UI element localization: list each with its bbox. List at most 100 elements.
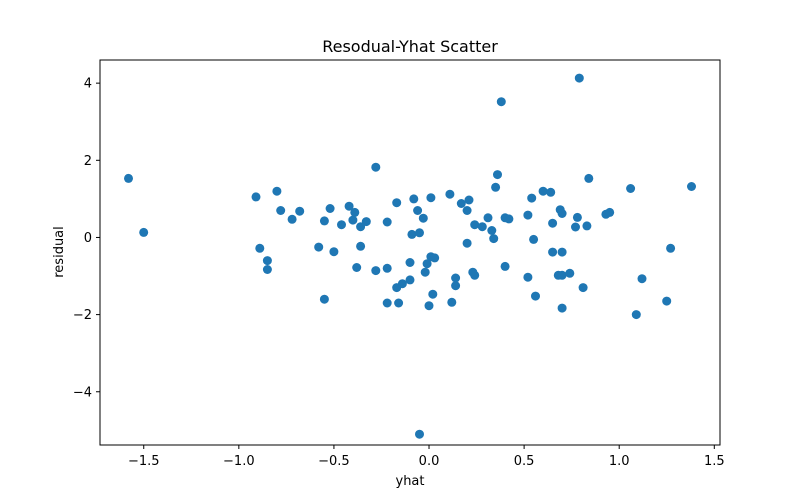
data-point — [637, 274, 647, 284]
data-point — [531, 291, 540, 301]
data-point — [418, 213, 428, 223]
data-point — [382, 217, 392, 227]
data-point — [314, 242, 324, 252]
x-axis: −1.5 −1.0 −0.5 0.0 0.5 1.0 1.5 — [128, 445, 725, 469]
data-point — [337, 220, 346, 230]
data-point — [462, 206, 472, 215]
data-point — [394, 298, 404, 308]
data-point — [456, 199, 466, 208]
data-point — [447, 297, 457, 307]
data-point — [428, 289, 438, 299]
data-point — [325, 204, 335, 213]
data-point — [382, 263, 392, 273]
x-tick-label: −0.5 — [318, 454, 350, 469]
data-point — [572, 212, 582, 222]
data-point — [491, 182, 501, 192]
data-point — [329, 247, 339, 257]
data-point — [557, 303, 567, 313]
y-tick-label: 0 — [84, 231, 92, 246]
data-point — [451, 273, 461, 283]
y-tick-label: −4 — [73, 385, 92, 400]
data-point — [413, 206, 423, 215]
data-point — [255, 243, 265, 253]
data-point — [415, 228, 424, 238]
data-point — [350, 207, 360, 217]
data-point — [422, 259, 432, 269]
data-point — [546, 187, 556, 197]
plot-frame — [99, 59, 721, 446]
y-axis: −4 −2 0 2 4 — [73, 77, 100, 400]
data-point — [415, 429, 424, 439]
data-point — [584, 173, 594, 183]
data-point — [464, 195, 474, 205]
y-tick-label: 2 — [84, 154, 92, 169]
data-points — [124, 73, 696, 439]
data-point — [382, 298, 392, 308]
data-point — [356, 241, 366, 251]
data-point — [582, 221, 592, 231]
data-point — [626, 184, 636, 193]
data-point — [548, 247, 558, 257]
x-tick-label: −1.5 — [128, 454, 160, 469]
data-point — [426, 193, 436, 203]
data-point — [500, 261, 510, 271]
data-point — [407, 229, 417, 239]
data-point — [409, 194, 419, 204]
data-point — [557, 209, 567, 218]
data-point — [424, 301, 434, 311]
data-point — [262, 256, 272, 266]
data-point — [139, 227, 149, 237]
data-point — [504, 214, 514, 224]
x-tick-label: 1.5 — [704, 454, 725, 469]
data-point — [371, 266, 381, 276]
x-axis-label: yhat — [396, 474, 425, 489]
data-point — [529, 234, 539, 244]
data-point — [397, 279, 407, 289]
x-tick-label: 0.0 — [419, 454, 440, 469]
data-point — [405, 275, 415, 285]
data-point — [451, 281, 461, 291]
y-axis-label: residual — [52, 226, 67, 278]
data-point — [523, 272, 533, 282]
data-point — [571, 222, 580, 232]
data-point — [361, 217, 371, 227]
data-point — [420, 267, 430, 277]
data-point — [489, 234, 499, 244]
data-point — [487, 226, 497, 235]
data-point — [483, 213, 493, 223]
data-point — [496, 97, 506, 107]
data-point — [574, 73, 584, 83]
data-point — [295, 206, 305, 216]
data-point — [557, 270, 567, 280]
data-point — [631, 310, 641, 320]
data-point — [348, 215, 358, 225]
x-tick-label: 1.0 — [609, 454, 630, 469]
x-tick-label: −1.0 — [223, 454, 255, 469]
data-point — [251, 192, 261, 202]
data-point — [527, 193, 537, 203]
data-point — [605, 207, 615, 217]
chart-title: Resodual-Yhat Scatter — [322, 37, 498, 56]
y-tick-label: −2 — [73, 308, 92, 323]
data-point — [523, 210, 533, 220]
data-point — [493, 170, 502, 180]
data-point — [666, 243, 676, 253]
data-point — [445, 189, 455, 199]
data-point — [578, 283, 588, 293]
data-point — [371, 162, 381, 172]
data-point — [276, 206, 286, 215]
data-point — [470, 220, 480, 230]
data-point — [124, 173, 133, 183]
data-point — [344, 201, 354, 211]
data-point — [287, 214, 297, 224]
data-point — [405, 258, 415, 267]
x-tick-label: 0.5 — [514, 454, 535, 469]
data-point — [272, 186, 282, 196]
data-point — [462, 238, 472, 248]
data-point — [538, 186, 548, 196]
data-point — [477, 222, 487, 232]
data-point — [319, 216, 329, 226]
data-point — [262, 265, 272, 274]
